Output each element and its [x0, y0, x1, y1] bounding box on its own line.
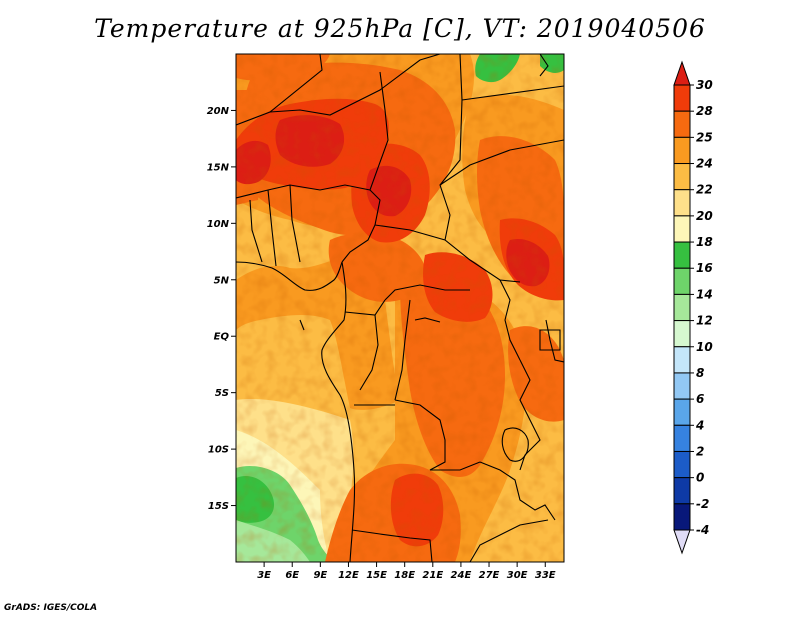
- lon-tick-label: 27E: [479, 570, 500, 581]
- colorbar-swatch: [673, 267, 691, 295]
- colorbar-swatch: [673, 450, 691, 479]
- colorbar-label: 20: [696, 209, 713, 223]
- chart-title: Temperature at 925hPa [C], VT: 201904050…: [94, 14, 706, 43]
- colorbar-label: 28: [696, 104, 713, 118]
- lon-tick-label: 15E: [366, 570, 387, 581]
- colorbar-label: 6: [696, 392, 704, 406]
- colorbar-swatch: [673, 136, 691, 165]
- lat-tick-label: 15N: [207, 162, 230, 173]
- colorbar-swatch: [673, 372, 691, 400]
- colorbar-swatch: [673, 84, 691, 112]
- colorbar-swatch: [673, 320, 691, 348]
- lat-tick-label: 5S: [215, 388, 229, 399]
- lat-tick-label: 10S: [208, 445, 229, 456]
- colorbar-swatch: [673, 163, 691, 191]
- lon-tick-label: 3E: [257, 570, 271, 581]
- colorbar-swatch: [673, 215, 691, 243]
- colorbar-swatch: [673, 189, 691, 217]
- colorbar-label: 22: [696, 183, 713, 197]
- colorbar-swatch: [673, 110, 691, 138]
- colorbar-swatch: [673, 424, 691, 452]
- colorbar-swatch: [673, 477, 691, 505]
- temperature-field: [236, 54, 564, 562]
- lon-tick-label: 30E: [507, 570, 528, 581]
- colorbar-label: 12: [696, 314, 713, 328]
- lon-tick-label: 33E: [535, 570, 556, 581]
- colorbar-swatch: [673, 241, 691, 269]
- lon-tick-label: 6E: [285, 570, 299, 581]
- colorbar-label: 8: [696, 366, 704, 380]
- colorbar-label: 16: [696, 261, 713, 275]
- lat-tick-label: 10N: [207, 219, 230, 230]
- colorbar-swatch: [673, 293, 691, 322]
- lon-tick-label: 18E: [394, 570, 415, 581]
- colorbar-label: 0: [696, 471, 704, 485]
- colorbar-top-arrow: [673, 60, 691, 86]
- colorbar-label: 18: [696, 235, 713, 249]
- colorbar-bottom-arrow: [673, 529, 691, 555]
- lat-tick-label: EQ: [214, 332, 230, 343]
- colorbar-label: -2: [696, 497, 709, 511]
- colorbar-swatch: [673, 346, 691, 374]
- latitude-axis: 20N 15N 10N 5N EQ 5S 10S 15S: [207, 106, 236, 512]
- colorbar-label: -4: [696, 523, 709, 537]
- colorbar-swatch: [673, 503, 691, 531]
- colorbar-label: 10: [696, 340, 713, 354]
- credit-text: GrADS: IGES/COLA: [4, 603, 98, 613]
- colorbar-label: 14: [696, 287, 713, 301]
- lon-tick-label: 9E: [313, 570, 327, 581]
- colorbar-label: 25: [696, 130, 713, 144]
- lat-tick-label: 20N: [207, 106, 230, 117]
- lon-tick-label: 24E: [451, 570, 472, 581]
- colorbar-label: 4: [695, 418, 704, 432]
- lon-tick-label: 21E: [422, 570, 443, 581]
- country-borders: [236, 54, 564, 562]
- colorbar-swatch: [673, 398, 691, 426]
- colorbar-label: 2: [696, 444, 704, 458]
- colorbar-label: 24: [696, 157, 713, 171]
- lat-tick-label: 5N: [214, 275, 230, 286]
- lat-tick-label: 15S: [208, 501, 229, 512]
- map-frame: [235, 53, 565, 563]
- lon-tick-label: 12E: [338, 570, 359, 581]
- longitude-axis: 3E 6E 9E 12E 15E 18E 21E 24E 27E 30E 33E: [257, 562, 556, 581]
- colorbar-label: 30: [696, 78, 713, 92]
